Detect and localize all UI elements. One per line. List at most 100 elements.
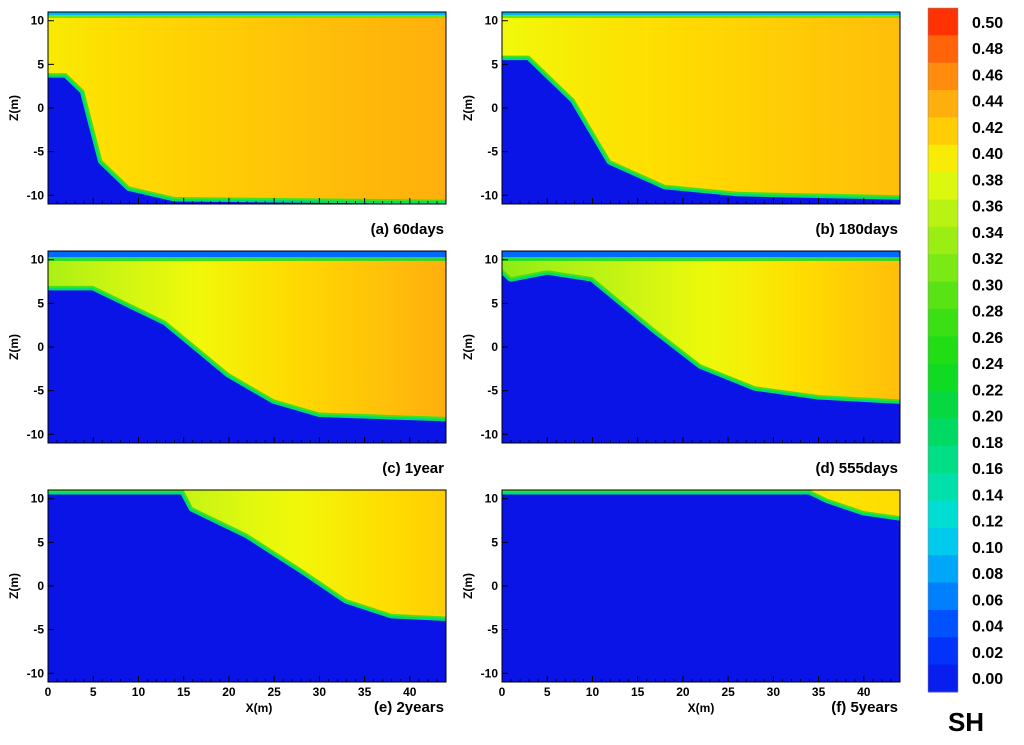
top-boundary-band — [48, 12, 446, 15]
hydrate-region — [502, 251, 900, 400]
y-tick-label: 0 — [37, 340, 44, 354]
y-axis-label: Z(m) — [461, 573, 475, 599]
colorbar-band — [928, 609, 958, 638]
y-tick-label: 10 — [485, 492, 499, 506]
colorbar-band — [928, 226, 958, 255]
x-axis-label: X(m) — [246, 701, 273, 715]
panel-a: 10 5 0 -5 -10 Z(m) (a) 60days — [7, 11, 447, 238]
y-axis-label: Z(m) — [7, 334, 21, 360]
colorbar-band — [928, 664, 958, 693]
x-tick-label: 15 — [631, 685, 645, 699]
x-tick-label: 30 — [313, 685, 327, 699]
y-tick-label: -5 — [487, 623, 498, 637]
x-tick-label: 0 — [499, 685, 506, 699]
colorbar-tick-label: 0.46 — [972, 67, 1003, 84]
y-tick-label: -10 — [27, 188, 45, 202]
colorbar-tick-label: 0.08 — [972, 566, 1003, 583]
x-tick-label: 35 — [358, 685, 372, 699]
y-tick-label: -5 — [487, 145, 498, 159]
colorbar-frame — [927, 7, 959, 693]
panels-group: 10 5 0 -5 -10 Z(m) (a) 60days 10 5 0 -5 -10 Z(m) (b) … — [7, 11, 901, 716]
y-tick-label: 0 — [491, 101, 498, 115]
hydrate-region — [48, 490, 446, 617]
colorbar-tick-label: 0.14 — [972, 487, 1003, 504]
colorbar-band — [928, 445, 958, 474]
colorbar-tick-label: 0.16 — [972, 461, 1003, 478]
panel-d: 10 5 0 -5 -10 Z(m) (d) 555days — [461, 250, 901, 477]
y-tick-label: 10 — [485, 253, 499, 267]
y-tick-label: 5 — [491, 296, 498, 310]
y-tick-label: 5 — [37, 296, 44, 310]
panel-c: 10 5 0 -5 -10 Z(m) (c) 1year — [7, 250, 447, 477]
x-tick-label: 25 — [721, 685, 735, 699]
y-tick-label: -5 — [33, 623, 44, 637]
colorbar-tick-label: 0.22 — [972, 382, 1003, 399]
colorbar-tick-label: 0.28 — [972, 304, 1003, 321]
y-tick-label: 10 — [31, 14, 45, 28]
colorbar-tick-label: 0.26 — [972, 330, 1003, 347]
colorbar-variable-label: SH — [948, 707, 984, 737]
y-tick-label: -5 — [33, 384, 44, 398]
panel-e: 0 5 10 15 20 25 30 35 40 10 5 0 -5 -10 Z(m) X(m) (e) 2ye… — [7, 489, 447, 716]
colorbar-tick-label: 0.30 — [972, 277, 1003, 294]
colorbar-band — [928, 473, 958, 501]
colorbar: 0.50 0.48 0.46 0.44 0.42 0.40 0.38 0.36 0.34 0.32… — [927, 7, 1003, 693]
colorbar-tick-label: 0.34 — [972, 225, 1003, 242]
x-tick-label: 5 — [90, 685, 97, 699]
top-boundary-band — [502, 251, 900, 257]
x-tick-label: 25 — [267, 685, 281, 699]
y-tick-label: 5 — [491, 535, 498, 549]
colorbar-band — [928, 582, 958, 611]
colorbar-tick-label: 0.32 — [972, 251, 1003, 268]
y-tick-label: 10 — [485, 14, 499, 28]
x-tick-label: 20 — [676, 685, 690, 699]
y-tick-label: 0 — [491, 340, 498, 354]
top-boundary-band — [48, 251, 446, 257]
colorbar-band — [928, 363, 958, 392]
y-tick-label: 5 — [491, 57, 498, 71]
colorbar-tick-label: 0.18 — [972, 435, 1003, 452]
panel-b: 10 5 0 -5 -10 Z(m) (b) 180days — [461, 11, 901, 238]
x-tick-label: 40 — [403, 685, 417, 699]
colorbar-band — [928, 500, 958, 529]
x-tick-label: 10 — [586, 685, 600, 699]
colorbar-tick-label: 0.24 — [972, 356, 1003, 373]
y-tick-label: 0 — [491, 579, 498, 593]
top-boundary-fringe — [502, 257, 900, 261]
y-tick-label: -5 — [487, 384, 498, 398]
colorbar-tick-label: 0.40 — [972, 146, 1003, 163]
hydrate-region — [502, 490, 900, 517]
colorbar-band — [928, 555, 958, 584]
colorbar-band — [928, 254, 958, 283]
colorbar-tick-label: 0.00 — [972, 671, 1003, 688]
colorbar-tick-label: 0.38 — [972, 172, 1003, 189]
colorbar-band — [928, 199, 958, 228]
colorbar-tick-label: 0.42 — [972, 120, 1003, 137]
colorbar-tick-label: 0.06 — [972, 592, 1003, 609]
y-tick-label: -10 — [27, 427, 45, 441]
colorbar-band — [928, 637, 958, 666]
hydrate-region — [48, 12, 446, 200]
x-tick-label: 15 — [177, 685, 191, 699]
y-tick-label: 0 — [37, 101, 44, 115]
colorbar-tick-label: 0.12 — [972, 514, 1003, 531]
x-tick-label: 0 — [45, 685, 52, 699]
y-tick-label: 0 — [37, 579, 44, 593]
panel-f: 0 5 10 15 20 25 30 35 40 10 5 0 -5 -10 Z(m) X(m) (f) 5ye… — [461, 489, 901, 716]
top-boundary-fringe — [502, 15, 900, 18]
colorbar-band — [928, 62, 958, 91]
hydrate-region — [48, 251, 446, 417]
colorbar-tick-label: 0.20 — [972, 409, 1003, 426]
y-axis-label: Z(m) — [461, 95, 475, 121]
top-boundary-fringe — [48, 257, 446, 261]
panel-caption: (a) 60days — [371, 221, 444, 238]
panel-caption: (f) 5years — [831, 699, 898, 716]
top-boundary-fringe — [48, 15, 446, 18]
colorbar-band — [928, 144, 958, 173]
dissociation-front — [502, 53, 900, 198]
colorbar-tick-label: 0.04 — [972, 619, 1003, 636]
x-tick-label: 20 — [222, 685, 236, 699]
colorbar-tick-label: 0.02 — [972, 645, 1003, 662]
y-tick-label: -5 — [33, 145, 44, 159]
